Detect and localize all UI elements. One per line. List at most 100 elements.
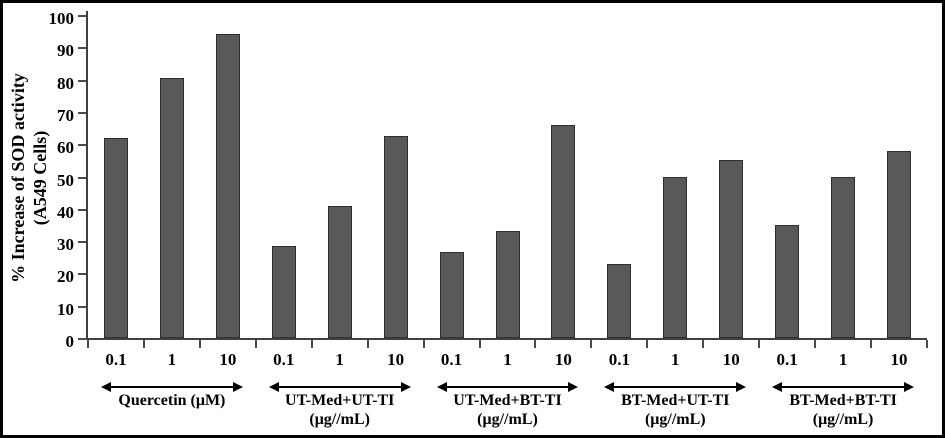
bar-UT-Med+BT-TI-10 — [551, 124, 576, 338]
y-axis-tick — [78, 208, 86, 211]
x-tick-label: 10 — [554, 350, 572, 369]
group-range-arrow — [101, 382, 243, 393]
x-tick-label: 10 — [219, 350, 237, 369]
group-label: UT-Med+BT-TI (μg//mL) — [424, 392, 592, 430]
x-tick-label: 1 — [838, 350, 848, 369]
group-label-line: BT-Med+BT-TI — [789, 392, 897, 409]
x-tick-label: 0.1 — [440, 350, 463, 369]
group-label: BT-Med+BT-TI (μg//mL) — [759, 392, 927, 430]
bar-Quercetin (μM)-0.1 — [103, 137, 128, 338]
x-tick-label: 1 — [335, 350, 344, 369]
y-tick-label: 10 — [57, 299, 74, 319]
bar-BT-Med+BT-TI-10 — [887, 150, 912, 338]
y-tick-label: 70 — [57, 105, 74, 125]
bar-UT-Med+UT-TI-10 — [383, 136, 408, 338]
x-axis-tick — [478, 340, 481, 348]
arrow-left-head — [436, 382, 447, 392]
x-tick-label: 10 — [387, 350, 405, 369]
arrow-left-head — [604, 382, 615, 392]
x-axis-tick — [926, 340, 928, 348]
x-axis-tick — [422, 340, 425, 348]
x-axis-line — [86, 338, 927, 340]
bar-Quercetin (μM)-10 — [215, 34, 240, 338]
y-axis-tick — [78, 79, 86, 82]
x-axis-tick — [590, 340, 593, 348]
x-tick-label: 0.1 — [105, 350, 127, 369]
group-label: BT-Med+UT-TI (μg//mL) — [591, 392, 759, 430]
group-label-line: UT-Med+BT-TI — [453, 392, 562, 409]
group-label-line: BT-Med+UT-TI — [621, 392, 730, 409]
arrow-left-head — [772, 382, 783, 392]
x-axis-tick — [870, 340, 873, 348]
arrow-left-head — [101, 382, 111, 392]
y-tick-label: 100 — [48, 9, 75, 28]
y-tick-label: 60 — [57, 138, 74, 158]
group-label-line: (μg//mL) — [477, 410, 538, 428]
y-tick-label: 40 — [57, 202, 74, 222]
group-label: UT-Med+UT-TI (μg//mL) — [256, 392, 424, 430]
arrow-right-head — [568, 382, 579, 392]
bar-BT-Med+BT-TI-1 — [831, 176, 856, 338]
y-axis-tick — [78, 15, 86, 17]
group-arrow-line — [275, 386, 404, 388]
group-range-arrow — [268, 382, 411, 393]
group-label-line: (μg//mL) — [644, 410, 706, 428]
y-tick-label: 50 — [57, 170, 74, 190]
bar-BT-Med+UT-TI-0.1 — [607, 263, 632, 338]
y-tick-label: 20 — [57, 267, 74, 287]
bar-UT-Med+BT-TI-0.1 — [439, 252, 464, 338]
group-label-line: UT-Med+UT-TI — [285, 392, 395, 409]
group-arrow-line — [108, 386, 236, 388]
group-range-arrow — [772, 382, 914, 393]
y-axis-tick — [78, 176, 86, 179]
bar-BT-Med+UT-TI-10 — [719, 160, 744, 338]
y-axis-tick — [78, 305, 86, 308]
y-axis-tick — [78, 338, 86, 340]
y-tick-label: 30 — [57, 235, 74, 255]
y-axis-tick — [78, 144, 86, 147]
group-range-arrow — [604, 382, 747, 393]
y-axis-tick — [78, 47, 86, 50]
y-axis-line — [86, 11, 88, 340]
arrow-left-head — [268, 382, 279, 392]
bar-UT-Med+BT-TI-1 — [495, 231, 520, 338]
bar-BT-Med+BT-TI-0.1 — [775, 224, 800, 338]
y-tick-label: 80 — [57, 73, 74, 93]
group-arrow-line — [779, 386, 907, 388]
y-tick-label: 90 — [57, 41, 74, 61]
x-tick-label: 1 — [503, 350, 512, 369]
y-axis-tick — [78, 241, 86, 244]
bar-Quercetin (μM)-1 — [159, 77, 184, 338]
x-axis-tick — [198, 340, 201, 348]
bar-UT-Med+UT-TI-0.1 — [271, 245, 296, 338]
group-range-arrow — [436, 382, 579, 393]
x-axis-tick — [758, 340, 761, 348]
x-axis-tick — [87, 340, 89, 348]
x-axis-tick — [142, 340, 145, 348]
arrow-right-head — [903, 382, 914, 392]
arrow-right-head — [232, 382, 243, 392]
x-tick-label: 1 — [167, 350, 177, 369]
group-label-line: Quercetin (μM) — [118, 392, 226, 409]
x-axis-tick — [814, 340, 817, 348]
x-axis-tick — [646, 340, 649, 348]
x-tick-label: 10 — [722, 350, 740, 369]
x-axis-tick — [310, 340, 313, 348]
arrow-right-head — [400, 382, 411, 392]
bar-BT-Med+UT-TI-1 — [663, 176, 688, 338]
y-axis-tick — [78, 273, 86, 276]
x-tick-label: 10 — [890, 350, 908, 369]
group-label-line: (μg//mL) — [309, 410, 370, 428]
x-tick-label: 0.1 — [273, 350, 295, 369]
x-axis-tick — [702, 340, 705, 348]
group-label-line: (μg//mL) — [812, 410, 874, 428]
group-arrow-line — [443, 386, 572, 388]
group-label: Quercetin (μM) — [88, 392, 256, 411]
x-axis-tick — [254, 340, 257, 348]
x-axis-tick — [366, 340, 369, 348]
arrow-right-head — [736, 382, 747, 392]
x-tick-label: 0.1 — [776, 350, 798, 369]
y-axis-tick — [78, 111, 86, 114]
bar-UT-Med+UT-TI-1 — [327, 205, 352, 338]
